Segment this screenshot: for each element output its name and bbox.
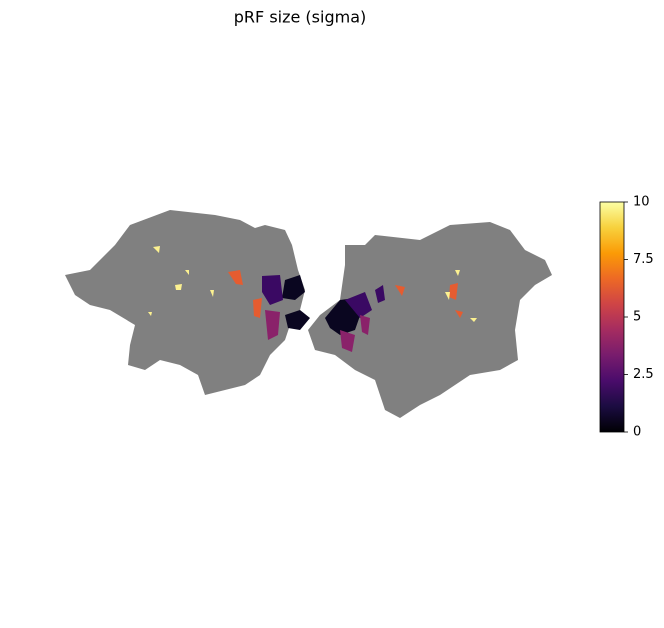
activation xyxy=(265,310,370,352)
colorbar xyxy=(599,201,625,433)
tick-label: 2.5 xyxy=(633,367,654,382)
tick-label: 0 xyxy=(633,425,641,440)
tick-label: 10 xyxy=(633,195,650,210)
tick-label: 5 xyxy=(633,310,641,325)
flatmap xyxy=(65,210,552,418)
activation xyxy=(282,275,362,335)
activation xyxy=(262,275,385,318)
tick-label: 7.5 xyxy=(633,252,654,267)
right-hemisphere xyxy=(308,222,552,418)
chart-title: pRF size (sigma) xyxy=(234,8,366,27)
left-hemisphere xyxy=(65,210,305,395)
